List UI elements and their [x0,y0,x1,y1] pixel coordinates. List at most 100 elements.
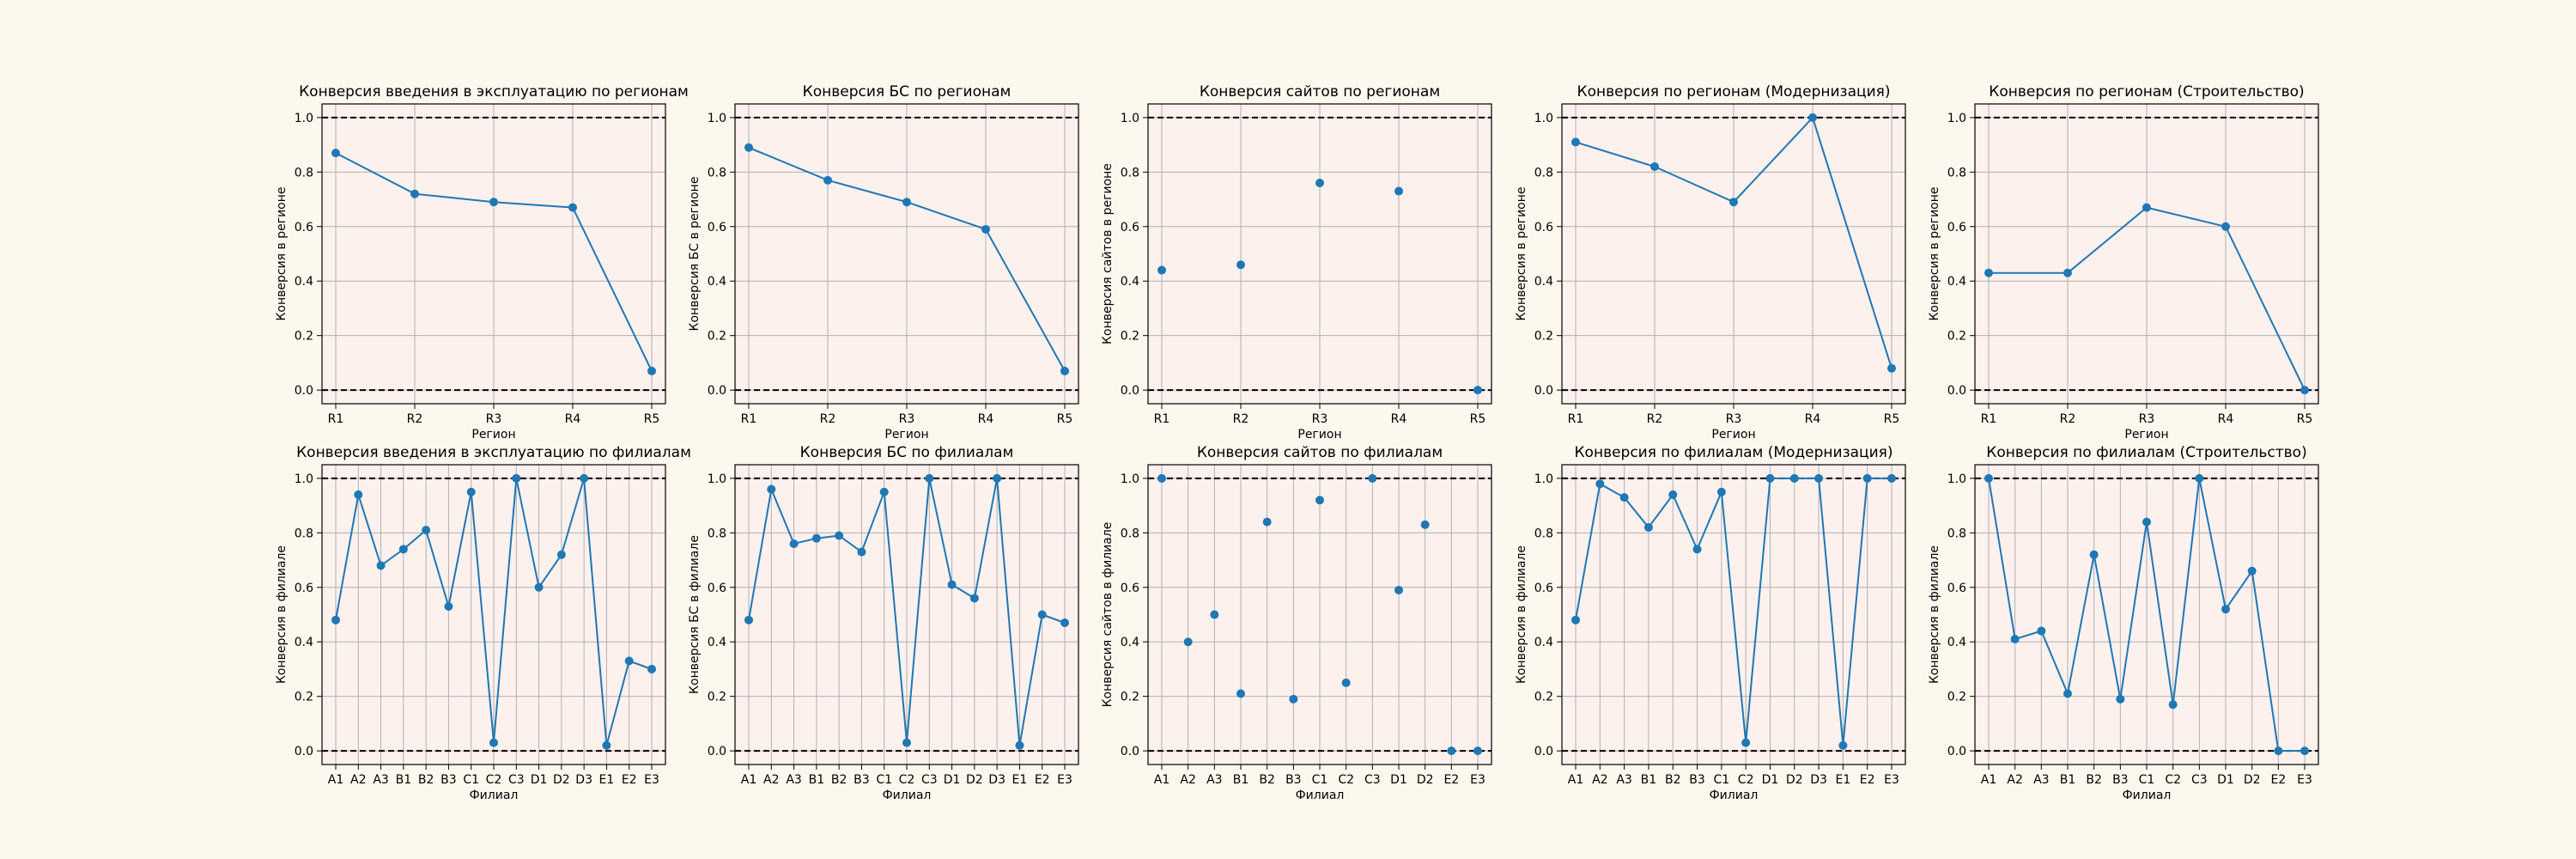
data-point [2142,203,2151,212]
data-point [744,615,753,624]
y-tick-label: 1.0 [708,112,726,125]
y-tick-label: 0.4 [295,275,313,289]
data-point [947,580,957,589]
x-tick-label: B3 [440,773,457,787]
x-tick-label: R4 [1805,412,1821,426]
y-tick-label: 0.0 [295,384,313,398]
x-tick-label: R5 [1470,412,1486,426]
data-point [410,189,419,198]
x-tick-label: A2 [1180,773,1195,787]
x-tick-label: D2 [966,773,983,787]
x-tick-label: E1 [1836,773,1851,787]
data-point [1984,473,1993,483]
x-tick-label: E2 [2270,773,2286,787]
chart-title: Конверсия сайтов по регионам [1200,83,1440,101]
y-tick-label: 0.4 [1534,275,1553,289]
y-tick-label: 0.8 [708,527,726,540]
x-tick-label: R2 [407,412,423,426]
chart-title: Конверсия введения в эксплуатацию по рег… [299,83,689,101]
data-point [580,473,589,483]
data-point [2142,517,2151,527]
data-point [534,582,544,592]
x-tick-label: D1 [531,773,548,787]
x-tick-label: D1 [2217,773,2234,787]
y-tick-label: 0.4 [295,636,313,649]
y-tick-label: 0.4 [1947,275,1966,289]
data-point [1473,746,1482,756]
x-tick-label: C3 [921,773,938,787]
y-tick-label: 1.0 [1534,472,1553,486]
x-tick-label: A2 [350,773,366,787]
data-point [1236,260,1245,270]
data-point [1262,517,1272,527]
y-tick-label: 0.2 [1121,330,1139,344]
chart-10: A1 A2 A3 B1 B2 B3 C1 C2 C3 D1 D2 E2 E3 0.0 0.2 0.4 0.6 0.… [1928,444,2319,802]
x-tick-label: C3 [2191,773,2208,787]
x-tick-label: D1 [944,773,961,787]
x-tick-label: A1 [741,773,756,787]
x-tick-label: C3 [1364,773,1381,787]
data-point [2221,222,2230,231]
data-point [1015,740,1024,750]
data-point [902,738,911,747]
x-tick-label: D3 [1810,773,1827,787]
y-tick-label: 1.0 [1947,112,1966,125]
y-axis-label: Конверсия в регионе [1515,186,1528,320]
data-point [1692,545,1702,554]
data-point [993,473,1002,483]
y-tick-label: 0.2 [1121,691,1139,704]
x-axis-label: Филиал [1710,789,1759,802]
data-point [2010,635,2020,644]
x-tick-label: R5 [2297,412,2313,426]
data-point [879,487,889,497]
x-tick-label: R4 [1391,412,1407,426]
data-point [2089,550,2099,559]
x-tick-label: R1 [1154,412,1170,426]
x-tick-label: C1 [2139,773,2155,787]
data-point [331,149,340,158]
x-tick-label: R2 [2060,412,2076,426]
y-tick-label: 0.6 [708,221,726,235]
data-point [647,664,656,673]
y-tick-label: 0.4 [708,275,726,289]
data-point [489,738,498,747]
x-tick-label: A2 [763,773,779,787]
x-tick-label: A3 [1206,773,1222,787]
x-tick-label: R3 [899,412,915,426]
data-point [398,545,408,554]
data-point [1394,585,1403,594]
x-tick-label: R2 [1647,412,1663,426]
x-tick-label: R5 [644,412,660,426]
data-point [2037,626,2046,636]
data-point [2168,700,2178,710]
x-tick-label: B2 [1259,773,1275,787]
y-axis-label: Конверсия сайтов в регионе [1101,163,1115,344]
data-point [1619,493,1629,503]
x-tick-label: B2 [831,773,848,787]
chart-6: A1 A2 A3 B1 B2 B3 C1 C2 C3 D1 D2 D3 E1 E2 E3 0.0 0.2 0.4 0… [275,444,691,802]
x-tick-label: A2 [2007,773,2022,787]
data-point [1236,689,1245,698]
data-point [1789,473,1799,483]
y-tick-label: 0.2 [1947,691,1966,704]
x-tick-label: R1 [1568,412,1584,426]
y-tick-label: 0.0 [1121,384,1139,398]
x-tick-label: R2 [820,412,836,426]
data-point [1729,198,1738,207]
x-tick-label: B1 [1233,773,1249,787]
data-point [1838,740,1848,750]
y-tick-label: 0.6 [295,221,313,235]
x-tick-label: R5 [1884,412,1900,426]
y-tick-label: 0.0 [295,745,313,758]
data-point [1394,186,1403,196]
data-point [1595,479,1605,489]
x-tick-label: D3 [575,773,592,787]
x-tick-label: E1 [599,773,615,787]
x-tick-label: A1 [328,773,343,787]
x-tick-label: R1 [741,412,757,426]
data-point [1210,610,1219,619]
data-point [602,740,611,750]
y-axis-label: Конверсия сайтов в филиале [1101,522,1115,708]
data-point [1862,473,1872,483]
y-axis-label: Конверсия БС в регионе [688,177,702,332]
